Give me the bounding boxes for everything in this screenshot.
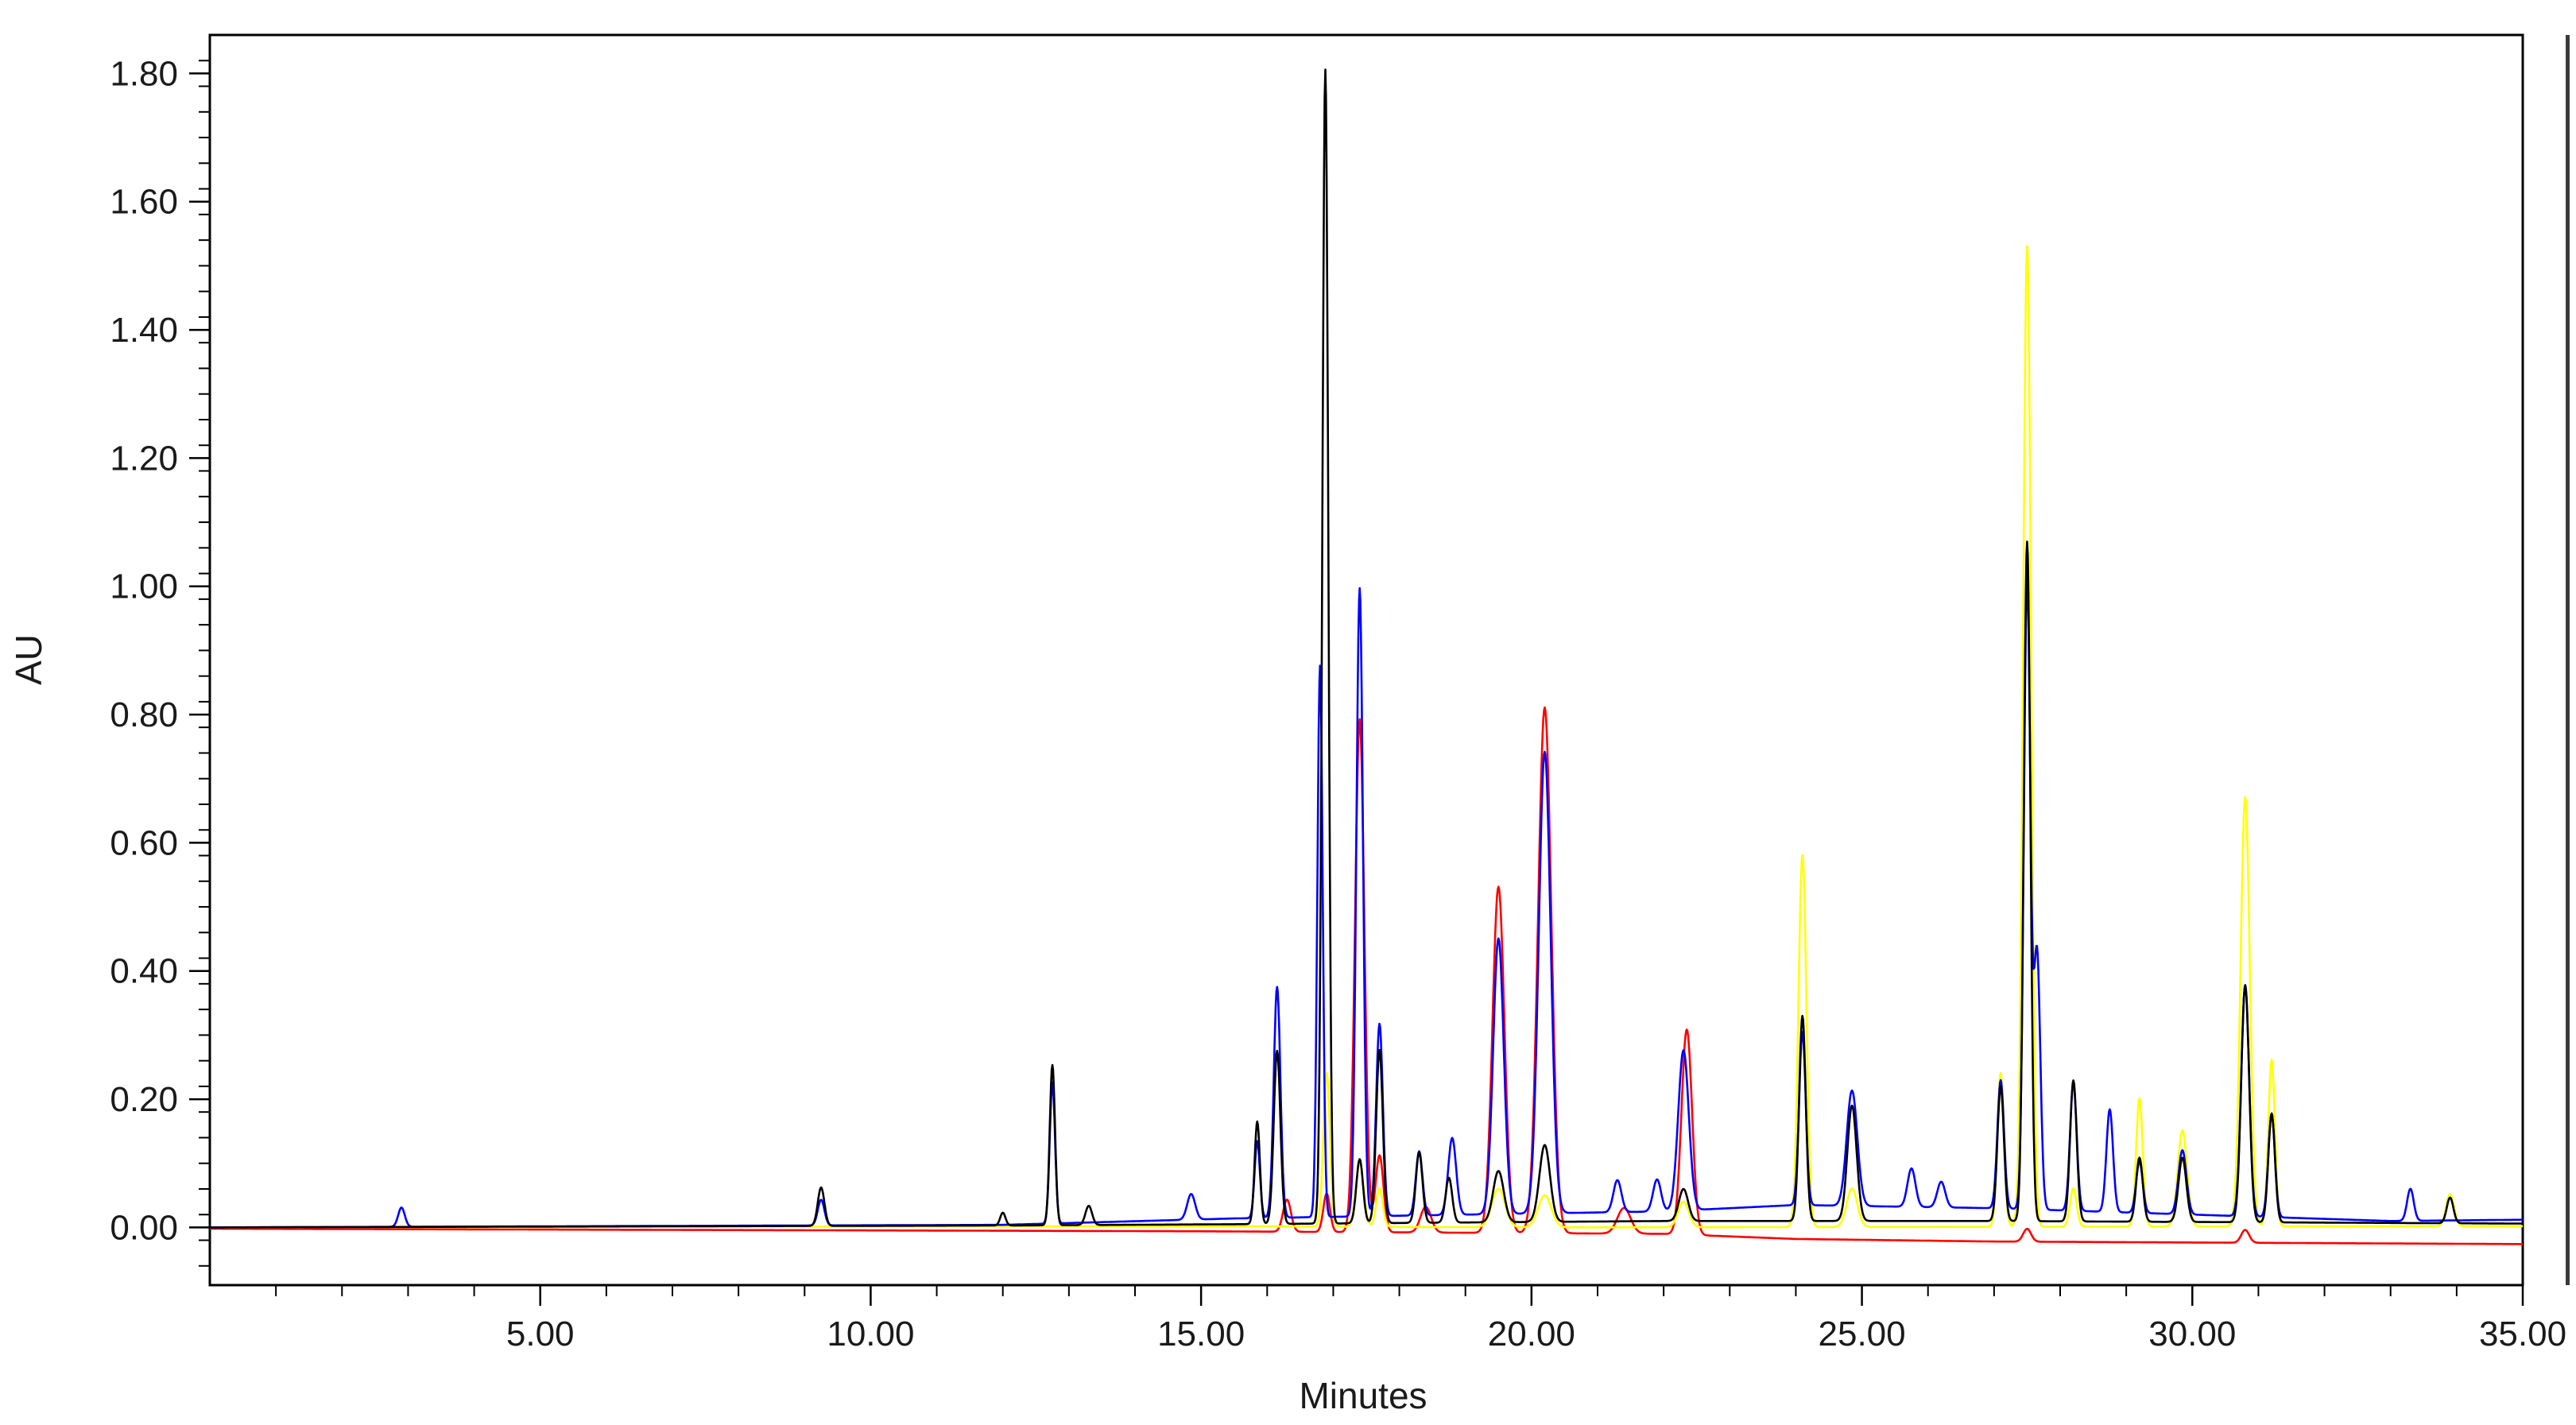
- y-tick-label: 0.40: [110, 952, 178, 991]
- x-tick-label: 35.00: [2479, 1315, 2566, 1353]
- trace-line-1: [209, 706, 2524, 1245]
- right-edge-marker: [2566, 35, 2570, 1285]
- y-axis-ticks: 0.00 0.20 0.40 0.60 0.80 1.00 1.20 1.40 1.60 1.80: [110, 54, 210, 1247]
- y-tick-label: 0.60: [110, 823, 178, 862]
- y-tick-label: 1.80: [110, 54, 178, 93]
- y-axis-title: AU: [8, 634, 49, 685]
- chromatogram-traces: [209, 68, 2524, 1245]
- x-axis-title: Minutes: [1299, 1375, 1427, 1416]
- trace-line-4: [209, 68, 2524, 1229]
- x-tick-label: 10.00: [827, 1315, 914, 1353]
- y-minor-ticks: [199, 60, 210, 1267]
- y-tick-label: 0.20: [110, 1080, 178, 1119]
- y-tick-label: 0.00: [110, 1208, 178, 1247]
- y-tick-label: 1.00: [110, 567, 178, 606]
- x-axis-ticks: 5.00 10.00 15.00 20.00 25.00 30.00 35.00: [506, 1285, 2566, 1353]
- x-tick-label: 25.00: [1819, 1315, 1906, 1353]
- y-tick-label: 1.40: [110, 311, 178, 350]
- x-minor-ticks: [275, 1285, 2458, 1296]
- x-tick-label: 30.00: [2148, 1315, 2236, 1353]
- y-tick-label: 1.20: [110, 439, 178, 478]
- y-tick-label: 0.80: [110, 695, 178, 734]
- y-tick-label: 1.60: [110, 183, 178, 222]
- x-tick-label: 20.00: [1488, 1315, 1575, 1353]
- x-tick-label: 15.00: [1157, 1315, 1245, 1353]
- x-tick-label: 5.00: [506, 1315, 575, 1353]
